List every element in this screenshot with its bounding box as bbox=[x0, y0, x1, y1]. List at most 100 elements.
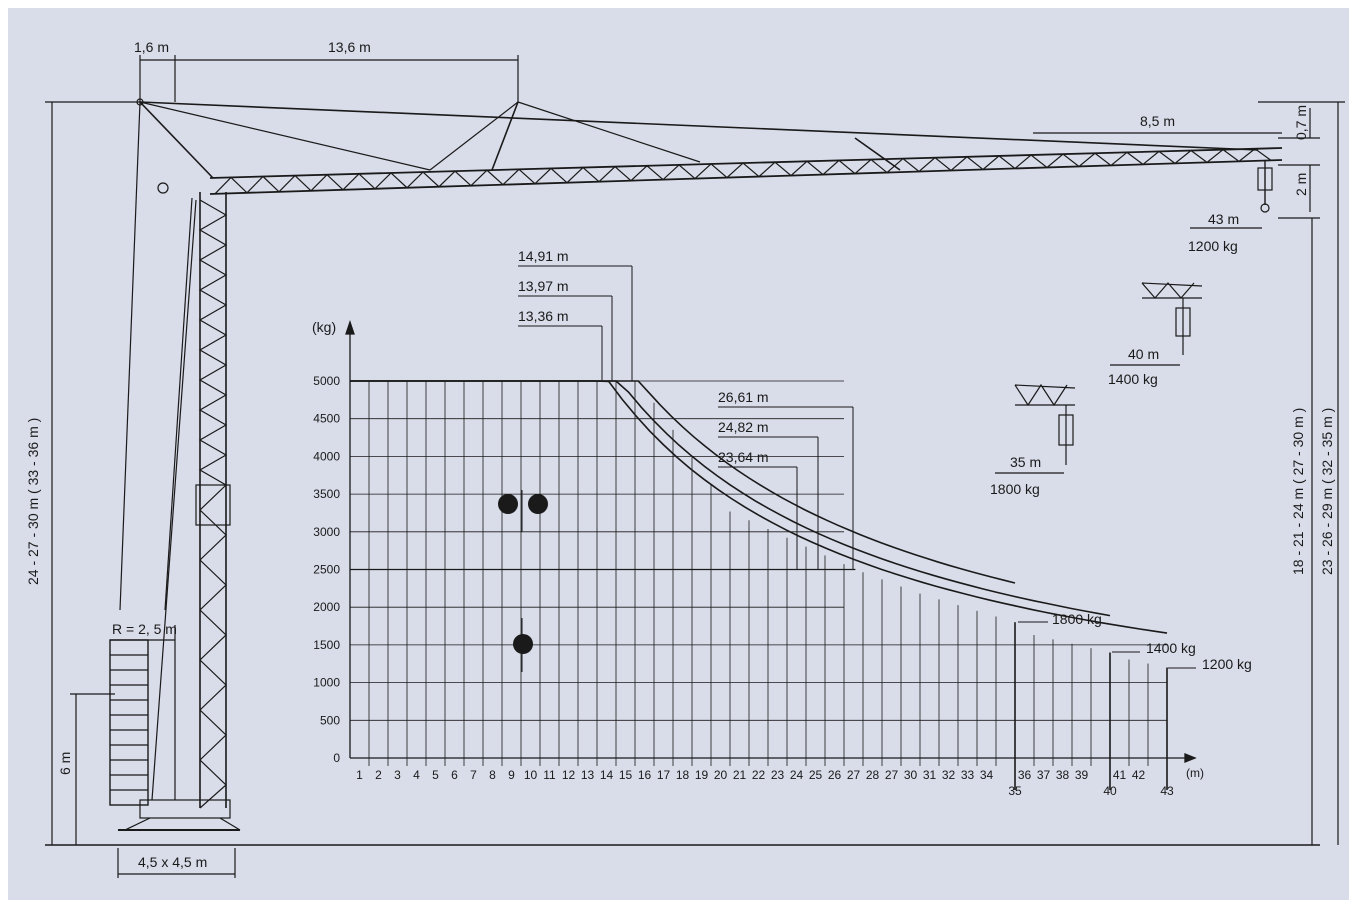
x-tick-label-major: 40 bbox=[1103, 784, 1117, 798]
load-chart: 0 500 1000 1500 2000 2500 3000 3500 4000 4500 5000… bbox=[313, 265, 1197, 798]
config-43-radius: 43 m bbox=[1208, 211, 1239, 227]
hook-block bbox=[1257, 167, 1273, 191]
jib-top-chord bbox=[209, 147, 1283, 179]
x-tick-label: 2 bbox=[375, 768, 382, 782]
x-tick-label: 27 bbox=[885, 768, 899, 782]
base-size-label: 4,5 x 4,5 m bbox=[138, 854, 207, 870]
mid-label-2: 24,82 m bbox=[718, 419, 769, 435]
x-tick-label: 17 bbox=[657, 768, 671, 782]
config-40-radius: 40 m bbox=[1128, 346, 1159, 362]
mast-lattice bbox=[198, 199, 228, 809]
series-label-1400: 1400 kg bbox=[1146, 640, 1196, 656]
x-tick-label-major: 35 bbox=[1008, 784, 1022, 798]
x-tick-label: 41 bbox=[1113, 768, 1127, 782]
x-tick-label: 15 bbox=[619, 768, 633, 782]
x-tick-label: 33 bbox=[961, 768, 975, 782]
x-tick-label: 28 bbox=[866, 768, 880, 782]
apex-to-strut-label: 13,6 m bbox=[328, 39, 371, 55]
y-tick-label: 4000 bbox=[313, 449, 340, 463]
config-35-radius: 35 m bbox=[1010, 454, 1041, 470]
x-axis-arrow bbox=[1184, 753, 1197, 763]
x-tick-label: 16 bbox=[638, 768, 652, 782]
apex-pivot bbox=[136, 98, 144, 106]
hook-block-35 bbox=[1058, 414, 1074, 446]
total-height-label: 24 - 27 - 30 m ( 33 - 36 m ) bbox=[25, 418, 41, 585]
x-axis-label: (m) bbox=[1186, 766, 1204, 780]
y-axis-arrow bbox=[345, 319, 355, 335]
x-tick-label: 10 bbox=[524, 768, 538, 782]
x-tick-label: 1 bbox=[356, 768, 363, 782]
x-tick-label: 23 bbox=[771, 768, 785, 782]
max-reach-label-1: 14,91 m bbox=[518, 248, 569, 264]
y-axis-label: (kg) bbox=[312, 319, 336, 335]
x-tick-label: 26 bbox=[828, 768, 842, 782]
x-tick-label: 37 bbox=[1037, 768, 1051, 782]
x-tick-labels: 1 2 3 4 5 6 7 8 9 10 11 12 13 14 15 16 17 18 19 20 21 22 23 24 2… bbox=[356, 768, 1174, 798]
x-tick-label: 18 bbox=[676, 768, 690, 782]
tip-section-label: 8,5 m bbox=[1140, 113, 1175, 129]
y-tick-label: 4500 bbox=[313, 412, 340, 426]
guy-line bbox=[164, 197, 193, 611]
max-reach-label-3: 13,36 m bbox=[518, 308, 569, 324]
x-tick-label: 42 bbox=[1132, 768, 1146, 782]
guy-line bbox=[151, 199, 197, 801]
tip-height-label: 0,7 m bbox=[1293, 105, 1309, 140]
mid-label-1: 26,61 m bbox=[718, 389, 769, 405]
outrigger-leg bbox=[219, 817, 241, 831]
x-tick-label: 19 bbox=[695, 768, 709, 782]
chart-callouts bbox=[518, 265, 1196, 669]
y-tick-label: 2000 bbox=[313, 600, 340, 614]
hook bbox=[1260, 203, 1270, 213]
y-tick-label: 2500 bbox=[313, 563, 340, 577]
jib-tip-40 bbox=[1141, 282, 1203, 299]
config-43-load: 1200 kg bbox=[1188, 238, 1238, 254]
radius-label: R = 2, 5 m bbox=[112, 621, 177, 637]
load-curve-1200-kg bbox=[350, 380, 1168, 634]
x-tick-label: 3 bbox=[394, 768, 401, 782]
y-tick-label: 1500 bbox=[313, 638, 340, 652]
x-tick-label: 6 bbox=[451, 768, 458, 782]
x-tick-label: 31 bbox=[923, 768, 937, 782]
apex-strut bbox=[139, 101, 214, 179]
diagram-panel bbox=[8, 8, 1349, 900]
x-tick-label: 38 bbox=[1056, 768, 1070, 782]
ballast-plates bbox=[110, 654, 148, 791]
x-tick-label: 21 bbox=[733, 768, 747, 782]
strut-b bbox=[491, 101, 519, 171]
x-tick-label: 8 bbox=[489, 768, 496, 782]
x-tick-label: 39 bbox=[1075, 768, 1089, 782]
strut-a bbox=[429, 101, 519, 171]
jib-tip-35 bbox=[1014, 383, 1076, 407]
x-tick-label: 22 bbox=[752, 768, 766, 782]
x-tick-label: 4 bbox=[413, 768, 420, 782]
y-tick-label: 5000 bbox=[313, 374, 340, 388]
x-tick-label-major: 43 bbox=[1160, 784, 1174, 798]
x-tick-label: 20 bbox=[714, 768, 728, 782]
x-tick-label: 25 bbox=[809, 768, 823, 782]
main-tie-rod bbox=[139, 101, 1259, 151]
y-tick-labels: 0 500 1000 1500 2000 2500 3000 3500 4000 4500 5000 bbox=[313, 374, 340, 765]
x-tick-label: 14 bbox=[600, 768, 614, 782]
hook-height-a-label: 18 - 21 - 24 m ( 27 - 30 m ) bbox=[1290, 408, 1306, 575]
y-tick-label: 0 bbox=[333, 751, 340, 765]
chart-axes bbox=[345, 319, 1197, 763]
config-35-load: 1800 kg bbox=[990, 481, 1040, 497]
hook-drop-label: 2 m bbox=[1293, 173, 1309, 196]
climbing-frame bbox=[195, 484, 231, 526]
x-tick-label: 30 bbox=[904, 768, 918, 782]
y-tick-label: 500 bbox=[320, 713, 340, 727]
series-label-1200: 1200 kg bbox=[1202, 656, 1252, 672]
twin-hook-icon bbox=[528, 494, 548, 514]
x-tick-label: 13 bbox=[581, 768, 595, 782]
x-tick-label: 32 bbox=[942, 768, 956, 782]
x-tick-label: 9 bbox=[508, 768, 515, 782]
chart-curves bbox=[350, 380, 1168, 790]
y-tick-label: 3000 bbox=[313, 525, 340, 539]
x-tick-label: 7 bbox=[470, 768, 477, 782]
y-tick-label: 1000 bbox=[313, 676, 340, 690]
ballast-guy-line bbox=[119, 101, 141, 611]
mid-label-3: 23,64 m bbox=[718, 449, 769, 465]
counter-jib-sheave bbox=[157, 182, 169, 194]
twin-hook-icon bbox=[498, 494, 518, 514]
